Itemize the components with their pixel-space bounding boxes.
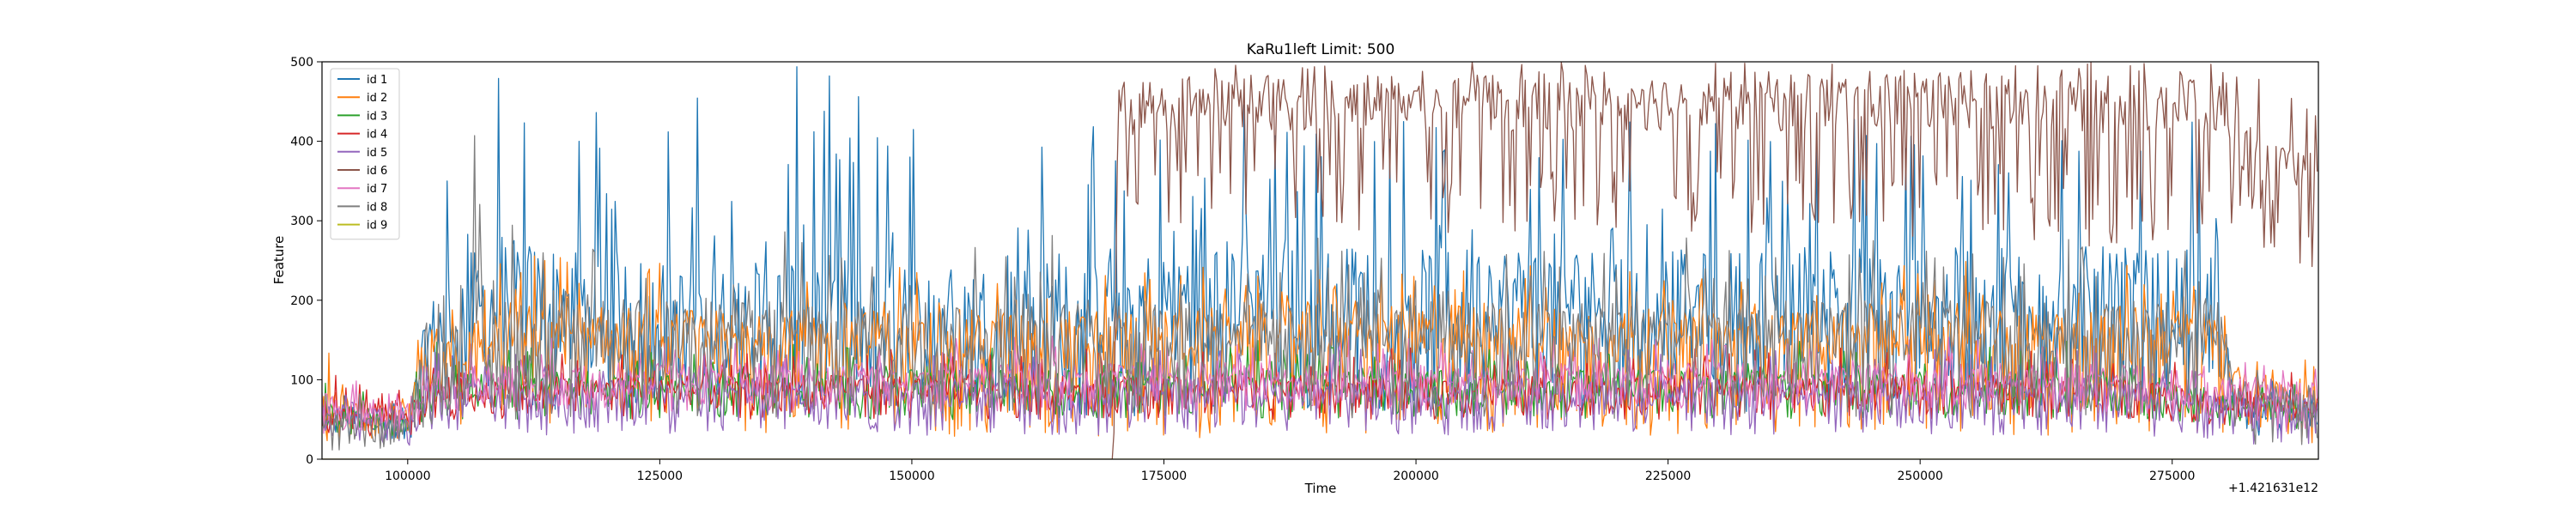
legend-label: id 1 [367,74,387,87]
legend-label: id 9 [367,220,387,233]
legend-label: id 4 [367,129,387,142]
series-line-id-8 [322,135,2318,451]
plot-area-frame [321,61,2319,460]
legend-label: id 6 [367,165,387,178]
x-tick-label: 275000 [2149,470,2195,483]
y-tick-label: 200 [290,294,313,308]
x-tick-label: 150000 [889,470,934,483]
legend-label: id 8 [367,201,387,214]
y-tick-label: 0 [306,453,313,467]
y-axis-label: Feature [271,236,287,285]
x-axis-label: Time [1304,481,1337,496]
y-axis: 0 100 200 300 400 500 [290,56,322,467]
x-tick-label: 250000 [1897,470,1942,483]
series-line-id-4 [322,347,2318,437]
x-tick-label: 200000 [1393,470,1438,483]
y-tick-label: 100 [290,373,313,387]
x-tick-label: 125000 [637,470,683,483]
y-tick-label: 400 [290,136,313,149]
legend-label: id 5 [367,147,387,160]
legend-label: id 7 [367,183,387,196]
x-axis: 100000 125000 150000 175000 200000 225000 2500… [385,459,2195,483]
x-tick-label: 175000 [1141,470,1187,483]
x-tick-label: 100000 [385,470,430,483]
x-tick-label: 225000 [1645,470,1691,483]
legend-label: id 2 [367,92,387,105]
legend-frame [330,68,400,240]
legend: id 1 id 2 id 3 id 4 id 5 id 6 id 7 id 8 id 9 [330,68,400,240]
legend-label: id 3 [367,110,387,123]
series-layer [322,62,2318,459]
x-axis-offset-text: +1.421631e12 [2228,482,2318,495]
y-tick-label: 500 [290,56,313,70]
series-line-id-6 [322,62,2318,459]
chart-title: KaRu1left Limit: 500 [1247,41,1395,58]
y-tick-label: 300 [290,215,313,228]
